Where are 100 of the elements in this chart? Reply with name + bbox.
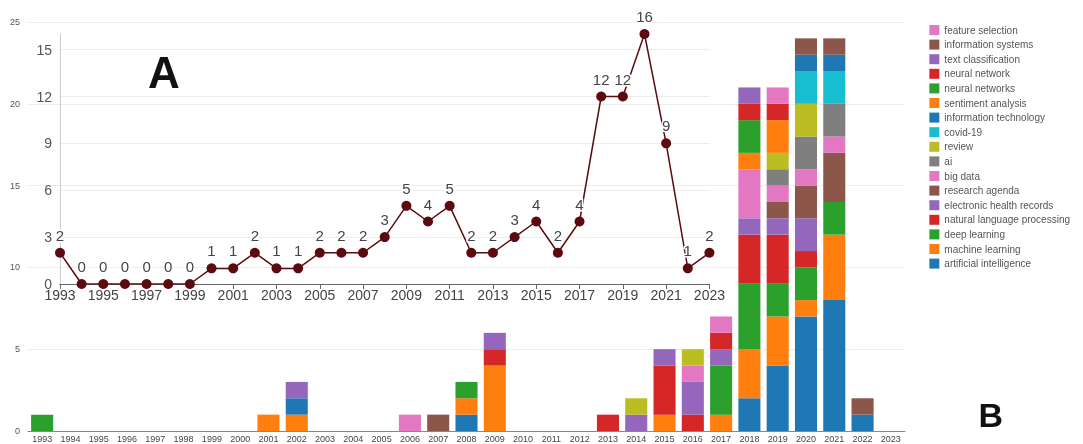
bar [794,316,818,431]
legend-label: information technology [944,112,1045,124]
y-tick-label: 20 [9,98,20,109]
bar [710,349,733,366]
bar [766,169,789,186]
point [141,279,152,289]
point [228,263,239,274]
bar [823,201,846,235]
bar [766,152,789,170]
bar [653,414,676,431]
x-tick-label: 2010 [513,433,534,444]
bar [738,218,761,235]
legend-label: big data [944,170,981,182]
point [661,138,672,149]
bar [823,136,846,153]
legend-label: feature selection [944,24,1018,36]
bar [794,267,818,301]
x-tick-label: 2007 [428,433,449,444]
bar [851,414,874,431]
x-tick-label: 2018 [739,433,760,444]
x-tick-label: 2000 [230,433,251,444]
x-tick-label: 2021 [650,287,682,303]
point [531,216,542,227]
data-label: 0 [77,258,86,275]
bar [398,414,421,431]
bar [766,283,789,317]
bar [766,185,789,202]
x-tick-label: 2012 [569,433,590,444]
data-label: 2 [337,226,346,244]
point [574,216,585,227]
x-tick-label: 2023 [693,287,726,303]
y-tick-label: 0 [14,426,20,436]
data-label: 1 [272,242,281,260]
bar [766,365,789,431]
point [379,232,390,243]
bar [738,283,761,350]
legend-label: deep learning [944,228,1005,240]
bar [738,152,761,170]
x-tick-label: 2001 [217,287,249,303]
data-label: 5 [445,179,454,197]
bar [31,414,54,431]
bar [483,332,506,350]
data-label: 2 [358,226,368,244]
legend-label: sentiment analysis [944,97,1027,109]
data-label: 2 [55,226,65,244]
point [271,263,282,274]
bar [823,38,846,55]
x-tick-label: 2015 [654,433,675,444]
point [444,200,455,211]
x-tick-label: 1994 [60,433,81,444]
data-label: 5 [402,179,411,197]
bar [823,71,846,104]
data-label: 1 [293,242,303,260]
point [119,279,130,289]
legend-label: ai [944,155,953,167]
bar [794,54,818,72]
y-tick-label: 9 [44,135,53,152]
bar [455,414,478,431]
bar [851,398,874,415]
data-label: 4 [423,195,433,213]
point [358,247,369,258]
x-tick-label: 1993 [32,433,53,444]
x-tick-label: 2011 [434,287,465,303]
bar [794,136,818,170]
bar [738,103,761,121]
bar [766,201,789,219]
data-label: 2 [315,226,324,244]
bar [794,103,818,137]
x-tick-label: 2017 [563,287,596,303]
y-tick-label: 25 [9,17,20,27]
bar [710,332,733,350]
point [401,200,412,211]
y-tick-label: 15 [36,41,53,58]
bar [766,87,789,104]
bar [794,300,818,317]
point [163,279,174,289]
data-label: 16 [636,8,653,25]
bar [823,54,846,72]
bar [766,120,789,153]
x-tick-label: 2011 [541,433,562,444]
bar [823,152,846,202]
bar [653,349,676,366]
x-tick-label: 2008 [456,433,477,444]
x-tick-label: 2019 [767,433,788,444]
y-tick-label: 12 [36,88,53,105]
bar [766,103,789,121]
point [466,247,477,258]
x-tick-label: 1995 [88,433,109,444]
x-tick-label: 2007 [347,287,379,303]
point [552,247,563,258]
bar [738,234,761,284]
bar [794,218,818,252]
x-tick-label: 2022 [852,433,873,444]
x-tick-label: 2019 [607,287,639,303]
y-tick-label: 10 [9,262,20,273]
bar [596,414,619,431]
bar [681,381,704,415]
bar [285,414,308,431]
bar [710,414,733,431]
point [293,263,304,274]
